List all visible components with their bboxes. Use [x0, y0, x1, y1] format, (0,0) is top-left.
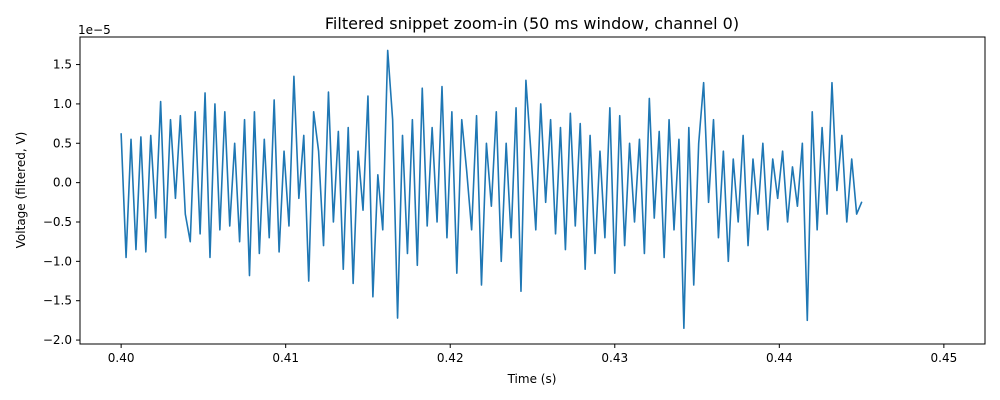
- x-tick-label: 0.44: [766, 351, 793, 365]
- series-group: [120, 49, 863, 330]
- plot-frame: [79, 36, 986, 345]
- y-tick-label: 1.5: [53, 58, 72, 72]
- x-axis-ticks: 0.40 0.41 0.42 0.43 0.44 0.45: [108, 344, 957, 365]
- y-tick-label: −1.5: [43, 294, 72, 308]
- y-tick-label: 1.0: [53, 97, 72, 111]
- x-tick-label: 0.41: [272, 351, 299, 365]
- y-tick-label: −1.0: [43, 254, 72, 268]
- y-tick-label: −0.5: [43, 215, 72, 229]
- y-axis-ticks: −2.0 −1.5 −1.0 −0.5 0.0 0.5 1.0 1.5: [43, 58, 80, 347]
- y-tick-label: 0.5: [53, 136, 72, 150]
- x-tick-label: 0.40: [108, 351, 135, 365]
- y-offset-label: 1e−5: [78, 23, 111, 37]
- x-tick-label: 0.43: [601, 351, 628, 365]
- x-axis-label: Time (s): [507, 372, 557, 386]
- chart-title: Filtered snippet zoom-in (50 ms window, …: [325, 14, 739, 33]
- x-tick-label: 0.45: [931, 351, 958, 365]
- x-tick-label: 0.42: [437, 351, 464, 365]
- y-axis-label: Voltage (filtered, V): [14, 132, 28, 249]
- y-tick-label: 0.0: [53, 176, 72, 190]
- y-tick-label: −2.0: [43, 333, 72, 347]
- series-line: [120, 49, 863, 330]
